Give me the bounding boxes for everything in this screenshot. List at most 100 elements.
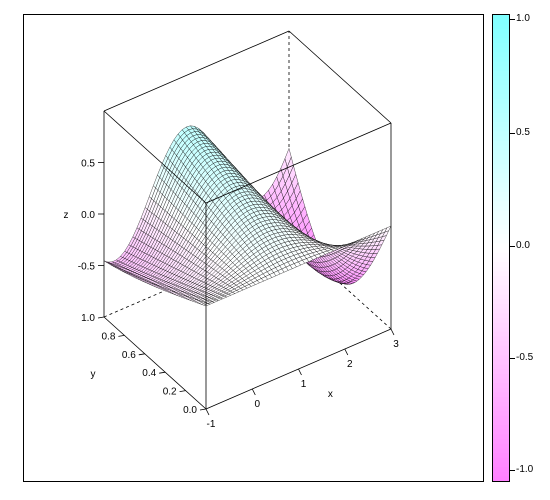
z-tick-label: 0.5 bbox=[81, 159, 95, 170]
y-tick-label: 1.0 bbox=[81, 313, 95, 324]
colorkey-segment bbox=[493, 266, 509, 272]
colorkey-label-1.0: 1.0 bbox=[516, 13, 530, 24]
colorkey-segment bbox=[493, 112, 509, 119]
colorkey-segment bbox=[493, 406, 509, 412]
colorkey-segment bbox=[493, 383, 509, 389]
colorkey-tick bbox=[510, 470, 515, 471]
colorkey-segment bbox=[493, 117, 509, 123]
colorkey-segment bbox=[493, 420, 509, 426]
box-edge bbox=[288, 30, 392, 124]
colorkey-segment bbox=[493, 467, 509, 473]
surface-plot: -1 0 1 2 3 0.0 0.2 0.4 0.6 0.8 1.0 -0.5 0.0 0.5 x y z bbox=[64, 30, 399, 430]
colorkey-segment bbox=[493, 425, 509, 431]
colorkey-segment bbox=[493, 80, 509, 86]
colorkey-segment bbox=[493, 220, 509, 226]
colorkey-label-0.5: 0.5 bbox=[516, 127, 530, 138]
colorkey-segment bbox=[493, 355, 509, 361]
y-tick-mark bbox=[179, 390, 186, 392]
colorkey-segment bbox=[493, 350, 509, 356]
x-tick-mark bbox=[205, 408, 210, 416]
colorkey-segment bbox=[493, 89, 509, 95]
colorkey-segment bbox=[493, 52, 509, 58]
colorkey-segment bbox=[493, 164, 509, 170]
colorkey-segment bbox=[493, 271, 509, 277]
colorkey-segment bbox=[493, 238, 509, 244]
y-tick-mark bbox=[159, 371, 166, 374]
colorkey-segment bbox=[493, 24, 509, 30]
colorkey-segment bbox=[493, 75, 509, 81]
colorkey-segment bbox=[493, 289, 509, 296]
colorkey-segment bbox=[493, 192, 509, 198]
colorkey-segment bbox=[493, 243, 509, 249]
colorkey-segment bbox=[493, 42, 509, 49]
colorkey-label-0.0: 0.0 bbox=[516, 240, 530, 251]
colorkey-segment bbox=[493, 103, 509, 109]
y-tick-mark bbox=[199, 408, 207, 411]
colorkey-segment bbox=[493, 345, 509, 352]
colorkey-segment bbox=[493, 159, 509, 165]
colorkey-segment bbox=[493, 66, 509, 72]
colorkey-segment bbox=[493, 122, 509, 128]
colorkey-segment bbox=[493, 369, 509, 375]
colorkey-segment bbox=[493, 178, 509, 184]
colorkey-segment bbox=[493, 215, 509, 221]
colorkey-segment bbox=[493, 248, 509, 254]
y-tick-label: 0.2 bbox=[163, 387, 177, 398]
x-tick-mark bbox=[298, 368, 302, 376]
colorkey-tick bbox=[510, 133, 515, 134]
colorkey-segment bbox=[493, 15, 509, 21]
colorkey-segment bbox=[493, 453, 509, 459]
z-axis-title: z bbox=[64, 210, 69, 221]
colorkey-segment bbox=[493, 327, 509, 333]
colorkey-segment bbox=[493, 108, 509, 114]
colorkey-segment bbox=[493, 98, 509, 105]
colorkey-segment bbox=[493, 439, 509, 445]
colorkey-segment bbox=[493, 308, 509, 314]
colorkey-segment bbox=[493, 19, 509, 25]
colorkey-segment bbox=[493, 145, 509, 151]
colorkey-tick bbox=[510, 246, 515, 247]
x-tick-mark bbox=[251, 388, 256, 396]
colorkey-segment bbox=[493, 168, 509, 175]
colorkey-segment bbox=[493, 140, 509, 147]
colorkey-segment bbox=[493, 341, 509, 347]
colorkey-segment bbox=[493, 182, 509, 189]
colorkey-segment bbox=[493, 285, 509, 291]
colorkey-segment bbox=[493, 476, 509, 481]
colorkey-segment bbox=[493, 196, 509, 202]
y-tick-label: 0.8 bbox=[101, 331, 115, 342]
colorkey-segment bbox=[493, 457, 509, 463]
colorkey-segment bbox=[493, 280, 509, 286]
colorkey-segment bbox=[493, 28, 509, 35]
colorkey-segment bbox=[493, 359, 509, 366]
colorkey-tick bbox=[510, 19, 515, 20]
color-key-gradient bbox=[493, 15, 509, 481]
colorkey-segment bbox=[493, 136, 509, 142]
colorkey-segment bbox=[493, 33, 509, 39]
plot-panel: -1 0 1 2 3 0.0 0.2 0.4 0.6 0.8 1.0 -0.5 0.0 0.5 x y z bbox=[23, 14, 484, 482]
colorkey-segment bbox=[493, 397, 509, 403]
colorkey-segment bbox=[493, 303, 509, 310]
colorkey-segment bbox=[493, 448, 509, 454]
colorkey-segment bbox=[493, 206, 509, 212]
x-tick-label: -1 bbox=[207, 419, 216, 430]
colorkey-segment bbox=[493, 411, 509, 417]
y-tick-mark bbox=[118, 335, 125, 337]
z-tick-label: -0.5 bbox=[78, 262, 96, 273]
colorkey-segment bbox=[493, 224, 509, 230]
colorkey-label-neg1.0: -1.0 bbox=[516, 464, 534, 475]
x-tick-label: 3 bbox=[393, 339, 399, 350]
colorkey-segment bbox=[493, 294, 509, 300]
colorkey-segment bbox=[493, 56, 509, 63]
colorkey-segment bbox=[493, 252, 509, 258]
box-edge bbox=[205, 122, 392, 204]
colorkey-segment bbox=[493, 61, 509, 67]
colorkey-segment bbox=[493, 322, 509, 328]
y-tick-label: 0.0 bbox=[183, 405, 197, 416]
colorkey-segment bbox=[493, 94, 509, 100]
colorkey-segment bbox=[493, 336, 509, 342]
colorkey-segment bbox=[493, 131, 509, 137]
colorkey-segment bbox=[493, 261, 509, 268]
colorkey-segment bbox=[493, 317, 509, 324]
box-edge bbox=[103, 30, 290, 112]
